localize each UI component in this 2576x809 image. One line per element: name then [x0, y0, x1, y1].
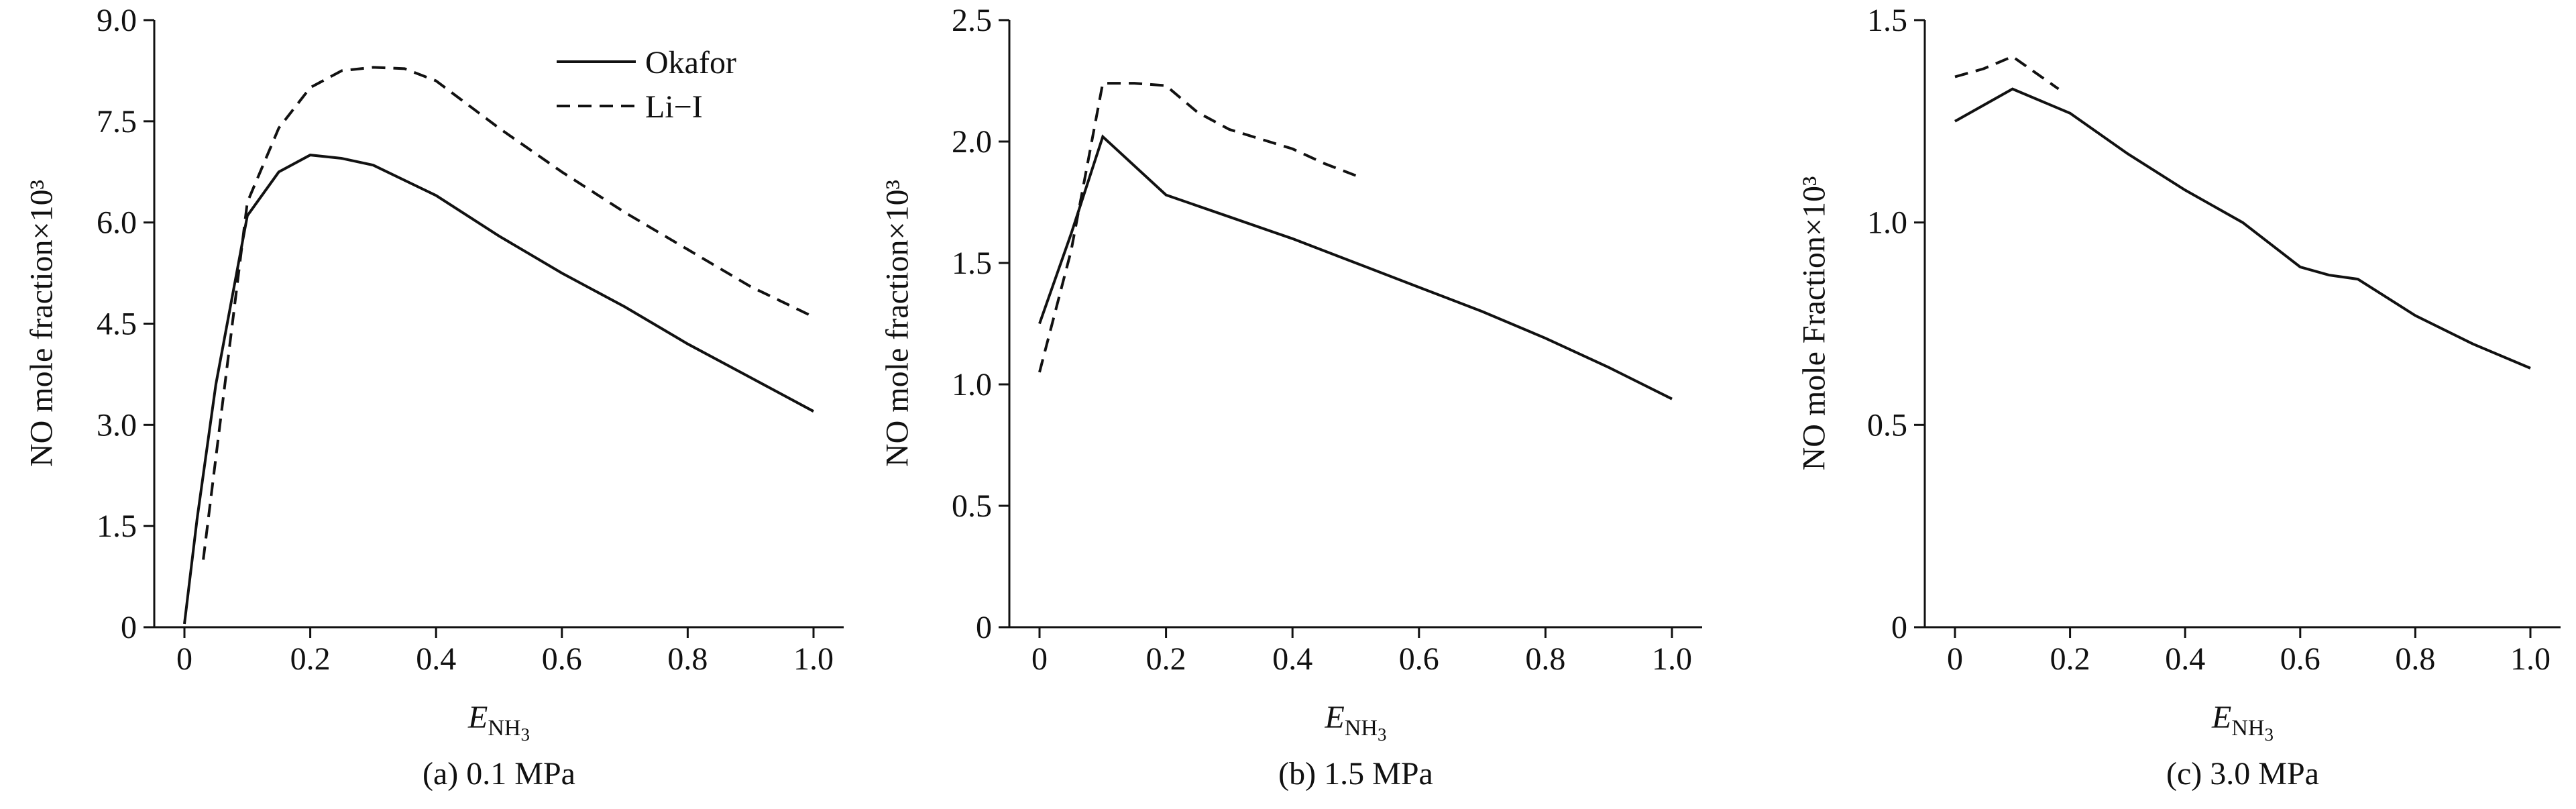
x-label-symbol: E	[1325, 700, 1345, 735]
series-li-i	[1038, 82, 1357, 373]
series-li-i	[1954, 55, 2060, 91]
x-label-subscript: NH3	[2231, 715, 2274, 745]
series-li-i	[202, 66, 814, 560]
x-label-subsubscript: 3	[1377, 724, 1387, 745]
x-tick-label: 0	[1031, 641, 1048, 677]
x-tick-label: 0.2	[290, 641, 331, 677]
y-axis-label-a: NO mole fraction×10³	[23, 179, 60, 468]
panel-b: 0 0.2 0.4 0.6 0.8 1.0 0 0.5 1.0 1.5 2.0 2.5 NO mole…	[858, 0, 1717, 809]
x-axis-label-c: ENH3	[1925, 699, 2561, 745]
y-tick-label: 1.0	[952, 367, 992, 402]
y-axis-label-c: NO mole Fraction×10³	[1796, 176, 1832, 471]
series-okafor	[183, 154, 814, 625]
x-label-subscript: NH3	[1344, 715, 1387, 745]
panel-c: 0 0.2 0.4 0.6 0.8 1.0 0 0.5 1.0 1.5 NO mole Fract…	[1717, 0, 2576, 809]
caption-b: (b) 1.5 MPa	[1278, 756, 1433, 792]
x-tick-label: 0.8	[667, 641, 708, 677]
x-label-sub-text: NH	[2231, 715, 2265, 741]
x-tick-label: 0.6	[542, 641, 582, 677]
y-tick-label: 7.5	[97, 104, 137, 140]
series-okafor	[1038, 134, 1673, 400]
y-tick-label: 0.5	[952, 488, 992, 524]
y-tick-label: 0	[121, 610, 137, 645]
x-axis-label-a: ENH3	[154, 699, 844, 745]
x-tick-label: 0.2	[1146, 641, 1186, 677]
x-tick-label: 0	[1947, 641, 1963, 677]
y-tick-label: 0	[976, 610, 992, 645]
legend-label-li-i: Li−I	[645, 89, 703, 125]
x-tick-label: 0.8	[1525, 641, 1565, 677]
y-tick-label: 1.0	[1867, 205, 1907, 241]
x-label-subscript: NH3	[488, 715, 530, 745]
x-tick-label: 0.6	[1399, 641, 1439, 677]
x-tick-label: 0.4	[1272, 641, 1312, 677]
y-tick-label: 9.0	[97, 3, 137, 38]
y-tick-label: 1.5	[952, 246, 992, 281]
y-tick-label: 6.0	[97, 205, 137, 241]
x-tick-label: 1.0	[793, 641, 834, 677]
legend-label-okafor: Okafor	[645, 45, 736, 80]
x-tick-label: 0.8	[2395, 641, 2435, 677]
y-tick-label: 4.5	[97, 307, 137, 342]
y-axis-label-b: NO mole fraction×10³	[879, 179, 915, 468]
x-axis-label-b: ENH3	[1009, 699, 1702, 745]
x-tick-label: 0.4	[416, 641, 456, 677]
x-label-symbol: E	[468, 700, 488, 735]
x-tick-label: 0.6	[2280, 641, 2320, 677]
x-label-symbol: E	[2212, 700, 2232, 735]
y-tick-label: 0	[1891, 610, 1907, 645]
y-tick-label: 2.5	[952, 3, 992, 38]
y-tick-label: 0.5	[1867, 407, 1907, 443]
caption-c: (c) 3.0 MPa	[2166, 756, 2319, 792]
x-label-sub-text: NH	[488, 715, 521, 741]
panel-a: 0 0.2 0.4 0.6 0.8 1.0 0 1.5 3.0 4.5 6.0 7.5 9.0 Okafo…	[0, 0, 858, 809]
y-tick-label: 1.5	[97, 508, 137, 544]
x-label-sub-text: NH	[1344, 715, 1378, 741]
plot-svg: 0 0.2 0.4 0.6 0.8 1.0 0 1.5 3.0 4.5 6.0 7.5 9.0 Okafo…	[97, 3, 844, 677]
x-tick-label: 0.2	[2050, 641, 2090, 677]
series-okafor	[1954, 87, 2531, 370]
caption-a: (a) 0.1 MPa	[423, 756, 575, 792]
y-tick-label: 2.0	[952, 124, 992, 160]
x-tick-label: 0.4	[2165, 641, 2205, 677]
x-tick-label: 1.0	[1652, 641, 1692, 677]
plot-svg: 0 0.2 0.4 0.6 0.8 1.0 0 0.5 1.0 1.5 2.0 2.5	[952, 3, 1702, 677]
y-tick-label: 1.5	[1867, 3, 1907, 38]
x-tick-label: 1.0	[2510, 641, 2551, 677]
plot-svg: 0 0.2 0.4 0.6 0.8 1.0 0 0.5 1.0 1.5	[1867, 3, 2561, 677]
y-tick-label: 3.0	[97, 407, 137, 443]
x-tick-label: 0	[176, 641, 192, 677]
x-label-subsubscript: 3	[520, 724, 530, 745]
x-label-subsubscript: 3	[2264, 724, 2274, 745]
